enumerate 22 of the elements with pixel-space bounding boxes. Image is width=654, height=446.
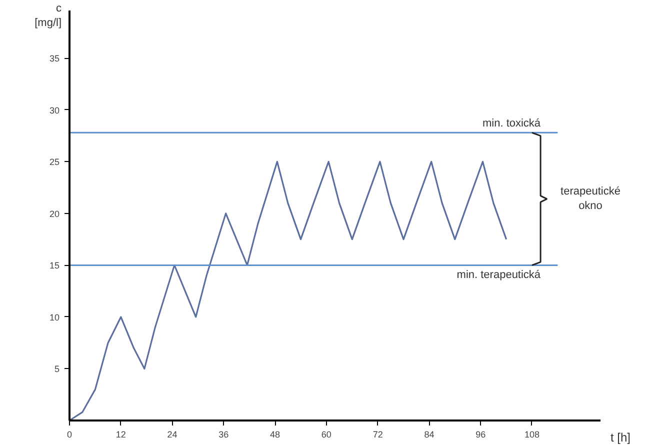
x-tick-label: 60 (321, 430, 332, 440)
x-tick-label: 96 (476, 430, 486, 440)
y-tick-label: 20 (49, 208, 60, 219)
x-tick-label: 36 (218, 430, 229, 440)
x-tick-label: 48 (270, 430, 280, 440)
ref-line-label: min. terapeutická (456, 269, 542, 282)
y-tick-label: 30 (49, 105, 60, 116)
y-tick-label: 25 (49, 157, 60, 168)
y-axis-title: c [mg/l] (34, 2, 62, 29)
x-tick-label: 0 (66, 430, 72, 440)
x-axis-title: t [h] (610, 430, 631, 444)
ref-line-label: min. toxická (482, 118, 542, 130)
x-tick-label: 72 (372, 430, 383, 440)
y-tick-label: 15 (49, 260, 60, 271)
x-tick-label: 24 (167, 430, 178, 440)
x-tick-label: 108 (524, 430, 540, 440)
y-tick-label: 35 (49, 54, 60, 64)
annotation: terapeutické okno (560, 186, 620, 212)
y-tick-label: 5 (54, 364, 60, 374)
x-tick-label: 84 (424, 430, 434, 440)
x-tick-label: 12 (116, 430, 126, 440)
y-tick-label: 10 (49, 312, 60, 322)
